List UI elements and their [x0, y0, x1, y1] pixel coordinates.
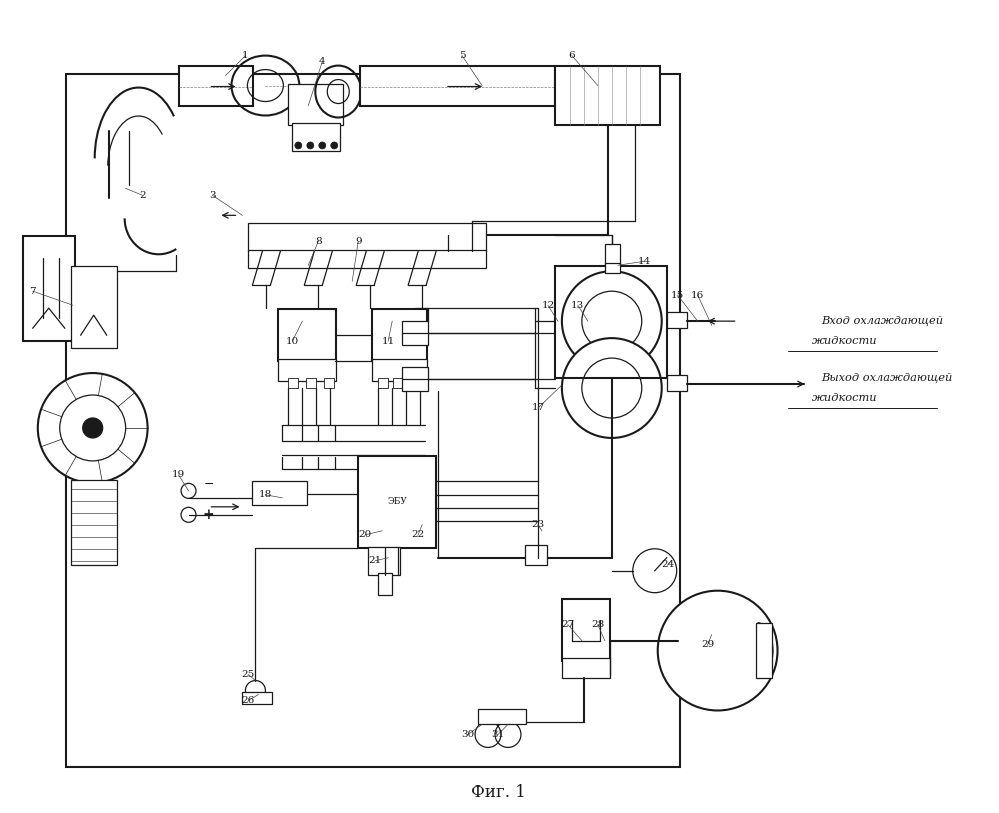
Text: 3: 3	[209, 191, 216, 200]
Bar	[561, 598, 609, 661]
Text: ЭБУ: ЭБУ	[388, 498, 408, 506]
Text: жидкости: жидкости	[811, 393, 877, 403]
Bar	[755, 623, 771, 677]
Text: 12: 12	[541, 301, 554, 310]
Bar	[554, 266, 666, 378]
Bar	[369, 547, 401, 575]
Bar	[66, 73, 679, 767]
Text: 5: 5	[459, 51, 466, 60]
Bar	[71, 480, 117, 565]
Bar	[249, 250, 487, 268]
Circle shape	[561, 272, 661, 371]
Text: 18: 18	[259, 490, 272, 499]
Circle shape	[581, 358, 641, 418]
Text: 31: 31	[492, 730, 504, 739]
Bar	[307, 378, 317, 388]
Text: 19: 19	[172, 471, 185, 480]
Bar	[359, 456, 437, 548]
Circle shape	[331, 142, 338, 149]
Bar	[666, 312, 686, 328]
Text: 4: 4	[319, 57, 326, 66]
Bar	[279, 359, 337, 381]
Text: 22: 22	[412, 530, 425, 539]
Text: Выход охлаждающей: Выход охлаждающей	[821, 373, 953, 383]
Bar	[604, 263, 619, 273]
Text: 28: 28	[591, 620, 604, 629]
Bar	[279, 309, 337, 361]
Bar	[373, 359, 428, 381]
Text: Вход охлаждающей: Вход охлаждающей	[821, 316, 944, 326]
Text: 25: 25	[242, 670, 255, 679]
Bar	[394, 378, 404, 388]
Text: Фиг. 1: Фиг. 1	[471, 784, 525, 801]
Bar	[479, 710, 525, 724]
Text: 13: 13	[571, 301, 584, 310]
Bar	[379, 378, 389, 388]
Bar	[243, 692, 273, 705]
Bar	[179, 66, 254, 106]
Bar	[361, 66, 554, 106]
Text: 14: 14	[638, 257, 651, 266]
Text: 27: 27	[561, 620, 574, 629]
Circle shape	[319, 142, 326, 149]
Bar	[379, 572, 393, 594]
Text: 7: 7	[30, 287, 36, 296]
Circle shape	[295, 142, 302, 149]
Text: 30: 30	[462, 730, 475, 739]
Bar	[604, 244, 619, 266]
Circle shape	[581, 291, 641, 351]
Text: 11: 11	[382, 337, 395, 346]
Bar	[23, 237, 75, 341]
Bar	[325, 378, 335, 388]
Bar	[289, 378, 299, 388]
Circle shape	[83, 418, 103, 438]
Bar	[561, 658, 609, 677]
Bar	[249, 224, 487, 251]
Bar	[409, 378, 419, 388]
Bar	[554, 66, 659, 125]
Circle shape	[657, 591, 777, 711]
Circle shape	[38, 373, 148, 483]
Text: 24: 24	[661, 560, 674, 569]
Bar	[403, 321, 429, 345]
Bar	[373, 309, 428, 361]
Text: 17: 17	[531, 403, 544, 412]
Text: 1: 1	[242, 51, 249, 60]
Text: 6: 6	[568, 51, 575, 60]
Bar	[403, 367, 429, 391]
Bar	[71, 266, 117, 348]
Text: 26: 26	[242, 696, 255, 705]
Bar	[253, 480, 308, 505]
Bar	[293, 124, 341, 151]
Text: −: −	[203, 478, 214, 491]
Text: +: +	[203, 508, 215, 522]
Text: жидкости: жидкости	[811, 336, 877, 346]
Text: 8: 8	[315, 237, 322, 246]
Text: 29: 29	[701, 640, 714, 649]
Circle shape	[60, 395, 126, 461]
Circle shape	[307, 142, 314, 149]
Circle shape	[632, 549, 676, 593]
Text: 20: 20	[359, 530, 372, 539]
Text: 16: 16	[691, 291, 704, 300]
Bar	[289, 84, 344, 125]
Bar	[666, 375, 686, 391]
Text: 9: 9	[355, 237, 362, 246]
Text: 21: 21	[369, 556, 382, 565]
Text: 15: 15	[671, 291, 684, 300]
Text: 2: 2	[139, 191, 146, 200]
Text: 23: 23	[531, 520, 544, 529]
Text: 10: 10	[286, 337, 299, 346]
Bar	[524, 545, 546, 565]
Circle shape	[561, 338, 661, 438]
